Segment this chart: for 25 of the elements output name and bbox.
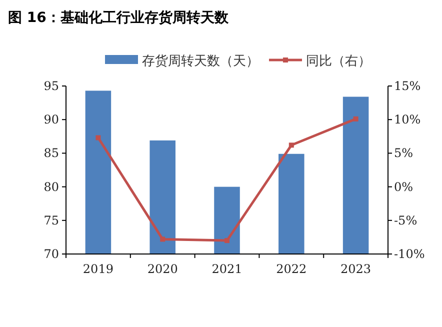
y-tick-label: 90 [44, 112, 59, 127]
legend-label: 同比（右） [306, 54, 371, 69]
y2-tick-label: 0% [394, 180, 414, 194]
y-tick-label: 70 [44, 247, 59, 261]
y2-tick-label: -5% [394, 213, 418, 228]
y-tick-label: 75 [44, 213, 59, 228]
x-tick-label: 2019 [82, 262, 114, 276]
y2-tick-label: 10% [394, 112, 421, 127]
point [160, 236, 166, 242]
y-tick-label: 95 [44, 79, 59, 93]
legend-label: 存货周转天数（天） [142, 54, 259, 69]
y2-tick-label: -10% [394, 247, 425, 261]
point [96, 135, 101, 140]
y-tick-label: 85 [44, 146, 59, 160]
chart-title: 图 16：基础化工行业存货周转天数 [8, 10, 230, 26]
y-tick-label: 80 [44, 180, 59, 194]
x-tick-label: 2021 [212, 262, 242, 276]
y2-tick-label: 5% [394, 146, 414, 160]
y2-tick-label: 15% [394, 79, 421, 93]
x-tick-label: 2022 [276, 262, 307, 276]
point [224, 238, 230, 244]
point [353, 116, 358, 122]
x-tick-label: 2020 [147, 262, 178, 276]
point [288, 142, 294, 148]
x-tick-label: 2023 [340, 262, 372, 276]
